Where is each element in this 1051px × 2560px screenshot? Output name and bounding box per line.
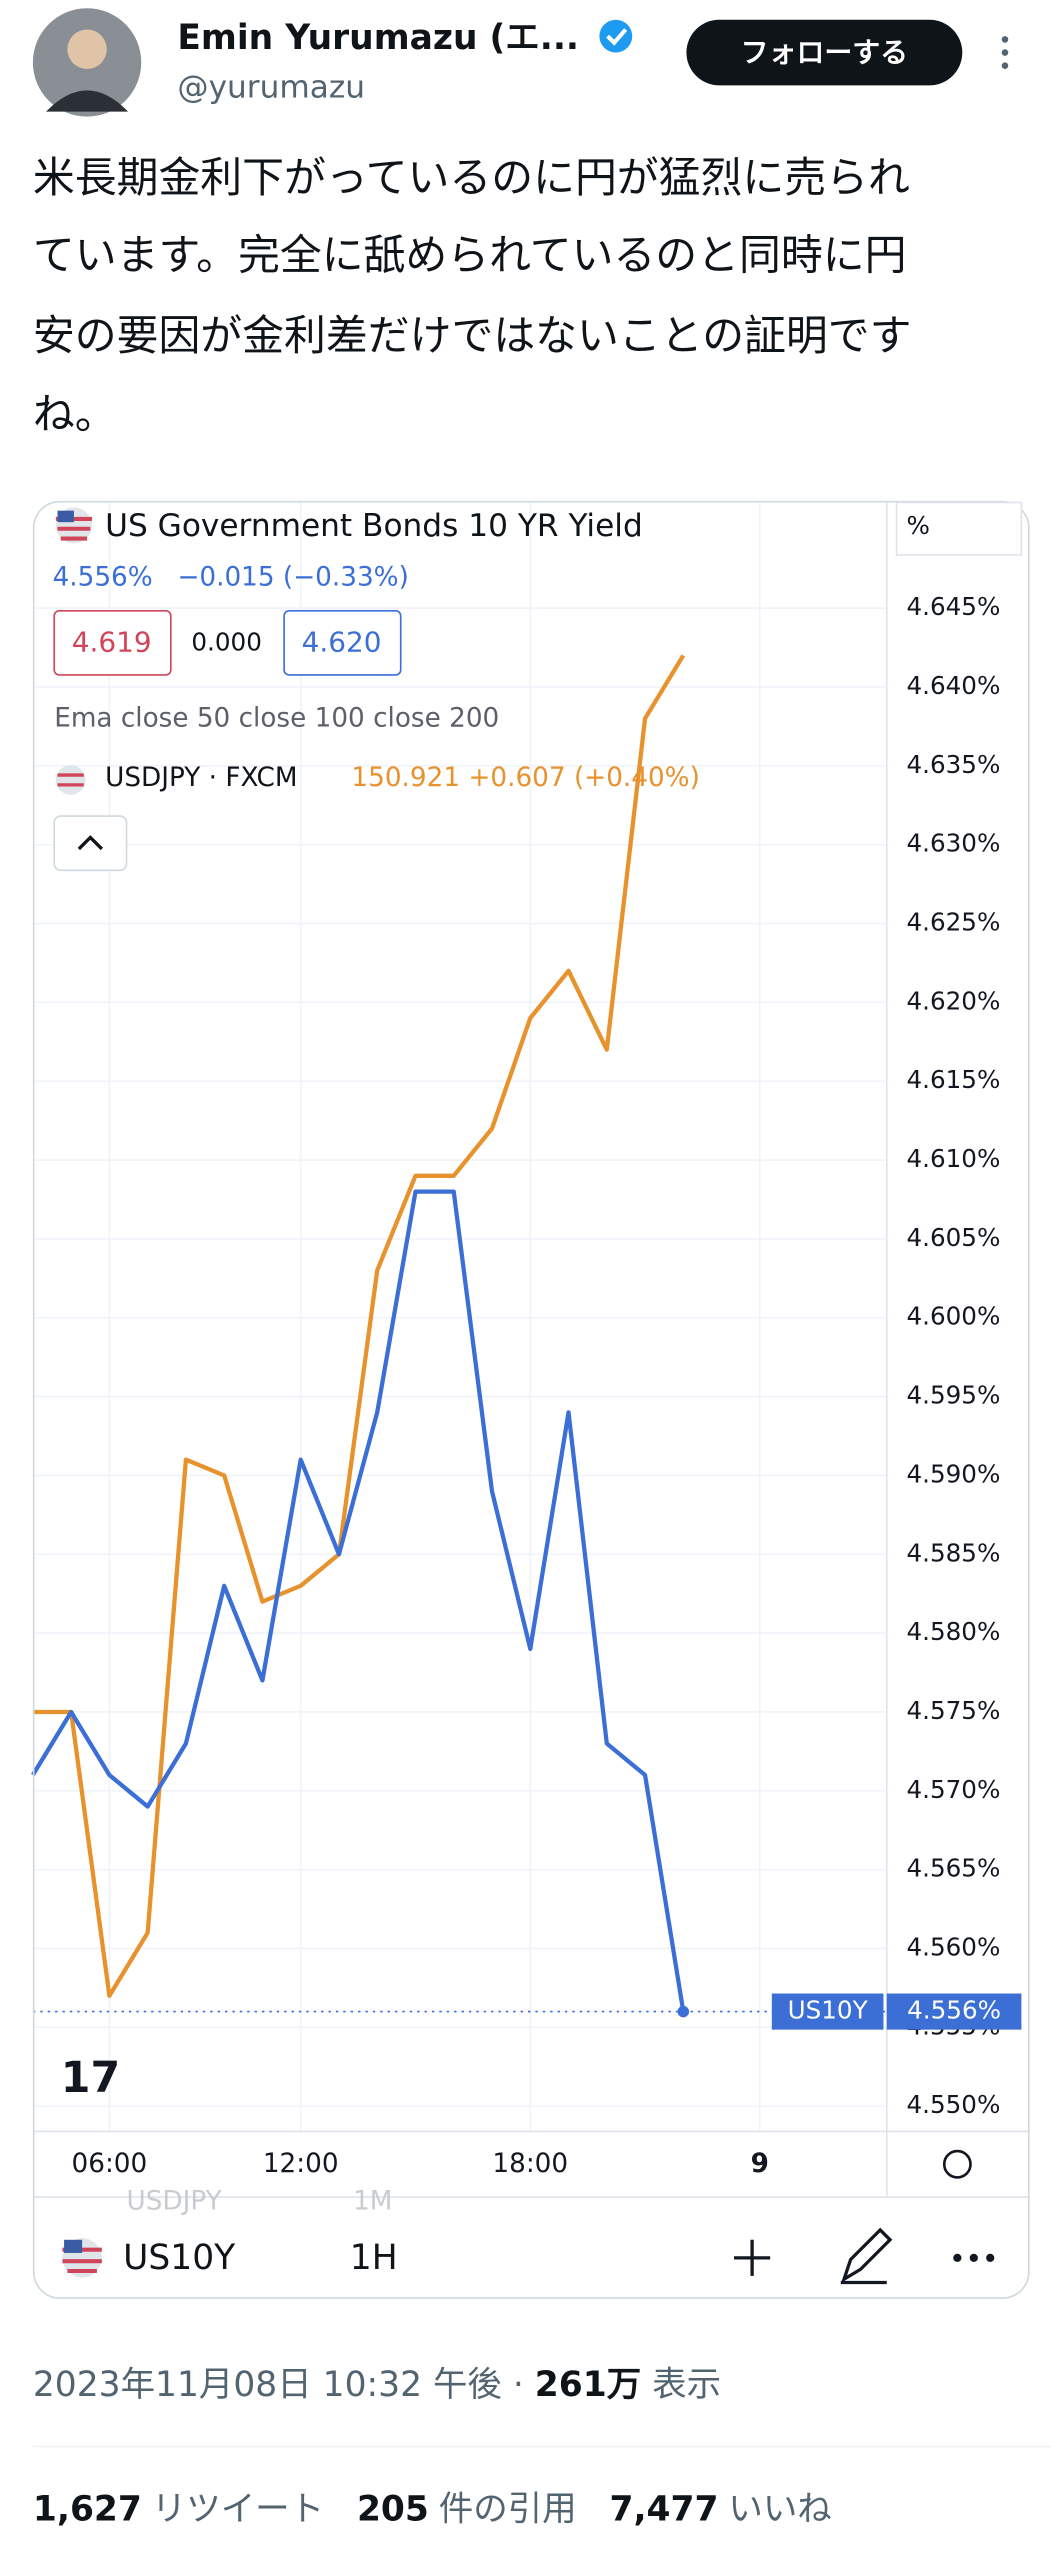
- bid: 4.619: [72, 626, 152, 659]
- symbol: US10Y: [123, 2238, 236, 2278]
- chart-layer: 4.550%4.555%4.560%4.565%4.570%4.575%4.58…: [31, 502, 1028, 2198]
- y-tick-label: 4.620%: [906, 986, 1000, 1015]
- x-tick-label: 18:00: [492, 2149, 568, 2179]
- y-tick-label: 4.605%: [906, 1223, 1000, 1252]
- add-button[interactable]: [734, 2239, 771, 2276]
- y-tick-label: 4.570%: [906, 1775, 1000, 1804]
- tweet-line: 米長期金利下がっているのに円が猛烈に売られ: [33, 153, 910, 202]
- collapse-button[interactable]: [53, 815, 128, 872]
- caret: [77, 835, 104, 851]
- chart-more[interactable]: [953, 2253, 995, 2262]
- retweets[interactable]: 1,627: [33, 2489, 142, 2529]
- ghost-symbol: USDJPY: [126, 2187, 222, 2217]
- y-tick-label: 4.615%: [906, 1065, 1000, 1094]
- chart-card[interactable]: [32, 500, 1030, 2299]
- draw-button[interactable]: [840, 2227, 893, 2285]
- y-tick-label: 4.580%: [906, 1617, 1000, 1646]
- quotes[interactable]: 205: [357, 2489, 429, 2529]
- price-badge-label: 4.556%: [907, 1996, 1001, 2025]
- stats-line: 1,627 リツイート 205 件の引用 7,477 いいね: [33, 2489, 832, 2529]
- quotes-label: 件の引用: [439, 2489, 577, 2529]
- change: −0.015 (−0.33%): [177, 563, 408, 593]
- quote: 4.556%: [53, 563, 153, 593]
- ghost-interval: 1M: [353, 2187, 392, 2217]
- timestamp-line: 2023年11月08日 10:32 午後 · 261万 表示: [33, 2364, 721, 2404]
- name-badge: [771, 1993, 884, 2030]
- y-tick-label: 4.575%: [906, 1696, 1000, 1725]
- more-menu[interactable]: [1001, 36, 1009, 69]
- x-tick-label: 06:00: [72, 2149, 148, 2179]
- last-point: [677, 2005, 690, 2018]
- avatar-body: [46, 90, 129, 112]
- flag-stripes: [57, 773, 84, 787]
- likes-label: いいね: [728, 2489, 831, 2529]
- y-tick-label: 4.585%: [906, 1538, 1000, 1567]
- views-label: 表示: [641, 2364, 721, 2404]
- settings-icon[interactable]: [942, 2149, 972, 2179]
- tweet-line: 安の要因が金利差だけではないことの証明です: [33, 311, 912, 360]
- retweets-label: リツイート: [152, 2489, 324, 2529]
- x-tick-label: 9: [751, 2149, 769, 2179]
- indicators: Ema close 50 close 100 close 200: [54, 704, 499, 734]
- user-name[interactable]: Emin Yurumazu (エ...: [177, 18, 579, 58]
- ask-box[interactable]: [283, 610, 402, 676]
- chart-title: US Government Bonds 10 YR Yield: [105, 508, 643, 544]
- y-tick-label: 4.550%: [906, 2090, 1000, 2119]
- y-tick-label: 4.590%: [906, 1459, 1000, 1488]
- flag-canton: [57, 510, 74, 523]
- verified-badge: [599, 19, 633, 53]
- y-tick-label: 4.595%: [906, 1381, 1000, 1410]
- spread: 0.000: [191, 628, 261, 657]
- overlay-quote: 150.921 +0.607 (+0.40%): [351, 763, 699, 793]
- timestamp: 2023年11月08日 10:32 午後 ·: [33, 2364, 535, 2404]
- tweet-line: ね。: [33, 390, 117, 439]
- y-tick-label: 4.635%: [906, 750, 1000, 779]
- likes[interactable]: 7,477: [609, 2489, 718, 2529]
- series-line: [32, 654, 686, 1998]
- series-line: [31, 1189, 686, 2012]
- unit-box: [895, 501, 1023, 556]
- price-badge: [886, 1993, 1022, 2030]
- overlay-symbol: USDJPY · FXCM: [105, 763, 297, 793]
- ask: 4.620: [302, 626, 382, 659]
- tweet-line: ています。完全に舐められているのと同時に円: [33, 230, 907, 279]
- interval: 1H: [350, 2238, 398, 2278]
- follow-button[interactable]: [686, 19, 963, 86]
- y-tick-label: 4.610%: [906, 1144, 1000, 1173]
- y-tick-label: 4.640%: [906, 671, 1000, 700]
- tv-logo: 17: [61, 2053, 120, 2103]
- avatar-face: [67, 29, 107, 69]
- flag-canton: [64, 2239, 83, 2253]
- y-tick-label: 4.645%: [906, 592, 1000, 621]
- x-tick-label: 12:00: [263, 2149, 339, 2179]
- y-unit: %: [906, 511, 929, 540]
- y-tick-label: 4.560%: [906, 1932, 1000, 1961]
- y-tick-label: 4.630%: [906, 829, 1000, 858]
- name-badge-label: US10Y: [788, 1996, 869, 2025]
- flag-icon: [55, 765, 86, 795]
- bid-box[interactable]: [53, 610, 172, 676]
- y-tick-label: 4.565%: [906, 1854, 1000, 1883]
- views: 261万: [535, 2364, 641, 2404]
- follow-label: フォローする: [741, 36, 908, 69]
- verified-check: [606, 28, 628, 46]
- user-handle[interactable]: @yurumazu: [177, 70, 365, 106]
- y-tick-label: 4.625%: [906, 908, 1000, 937]
- y-tick-label: 4.600%: [906, 1302, 1000, 1331]
